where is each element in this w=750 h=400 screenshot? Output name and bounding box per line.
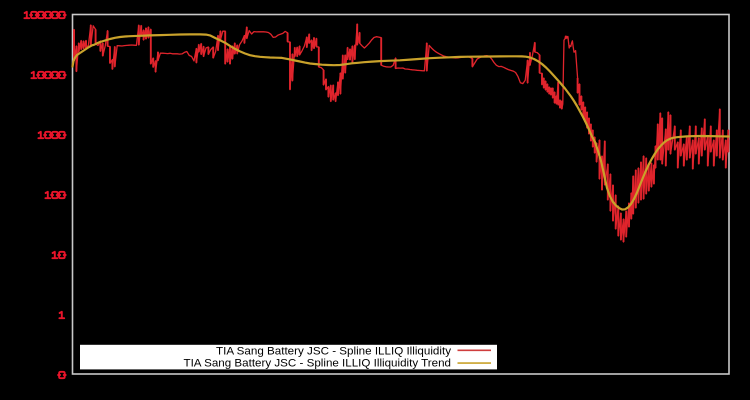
svg-text:TIA Sang Battery JSC - Spline: TIA Sang Battery JSC - Spline ILLIQ Illi… [216, 346, 452, 358]
svg-text:TIA Sang Battery JSC - Spline: TIA Sang Battery JSC - Spline ILLIQ Illi… [184, 357, 452, 369]
